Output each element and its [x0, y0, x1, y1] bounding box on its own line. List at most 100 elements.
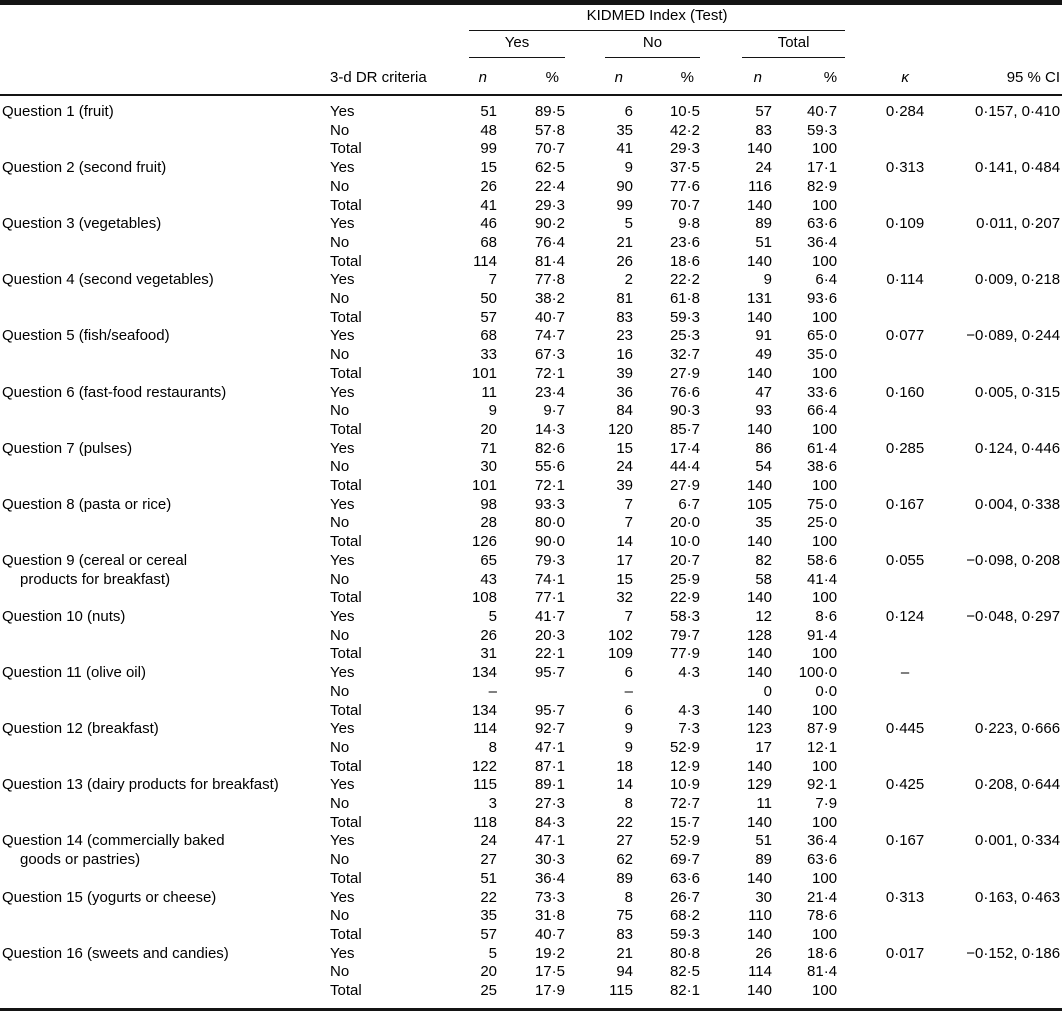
percent-cell: 63·6	[669, 869, 700, 887]
percent-cell: 100	[812, 925, 838, 943]
ci-cell	[945, 290, 1062, 309]
kappa-cell	[845, 795, 945, 814]
question-label-line: Question 16 (sweets and candies)	[2, 944, 229, 962]
percent-cell: 100	[812, 477, 838, 495]
percent-cell: 58·6	[807, 551, 838, 569]
n-cell: 51	[480, 103, 497, 120]
kappa-cell: 0·425	[885, 776, 925, 794]
n-cell: 140	[746, 701, 772, 719]
question-label: Question 10 (nuts)	[0, 608, 330, 664]
percent-cell: 76·4	[534, 233, 565, 251]
percent-cell: 17·1	[807, 159, 838, 177]
criteria-cell: No	[330, 570, 350, 588]
criteria-cell: Total	[330, 420, 362, 438]
n-cell: 89	[755, 215, 772, 233]
n-cell: 39	[616, 477, 633, 495]
kappa-cell: 0·124	[885, 607, 925, 625]
header-spacer	[845, 3, 1062, 32]
ci-cell: 0·004, 0·338	[974, 495, 1061, 513]
criteria-cell: Yes	[330, 944, 355, 962]
n-cell: 47	[755, 383, 772, 401]
n-cell: 94	[616, 963, 633, 981]
n-cell: 5	[624, 215, 633, 233]
criteria-cell: No	[330, 682, 350, 700]
criteria-cell: No	[330, 402, 350, 420]
n-cell: 140	[746, 757, 772, 775]
n-cell: 54	[755, 458, 772, 476]
percent-cell: 12·1	[807, 738, 838, 756]
n-cell: 110	[748, 907, 772, 925]
percent-column-header-yes: %	[499, 58, 567, 96]
percent-cell: 59·3	[669, 308, 700, 326]
criteria-cell: Yes	[330, 776, 355, 794]
percent-cell: 90·2	[534, 215, 565, 233]
n-cell: 6	[624, 664, 633, 682]
n-cell: 2	[624, 271, 633, 289]
n-cell: 51	[480, 869, 497, 887]
percent-cell: 87·9	[807, 720, 838, 738]
n-cell: 41	[480, 196, 497, 214]
table-row: No 33 67·3 16 32·7 49 35·0	[0, 346, 1062, 365]
question-label-line: Question 9 (cereal or cereal	[2, 551, 188, 569]
n-cell: 140	[746, 589, 772, 607]
kappa-cell	[845, 702, 945, 721]
percent-cell: 38·6	[807, 458, 838, 476]
ci-cell: −0·089, 0·244	[966, 327, 1061, 345]
percent-cell: 22·2	[669, 271, 700, 289]
n-cell: 82	[755, 551, 772, 569]
n-cell: 21	[616, 233, 633, 251]
n-cell: 115	[609, 982, 633, 1000]
criteria-cell: No	[330, 738, 350, 756]
group-label-no: No	[642, 34, 663, 52]
question-label: Question 2 (second fruit)	[0, 159, 330, 215]
percent-cell: 77·6	[669, 177, 700, 195]
percent-cell: 100	[812, 196, 838, 214]
n-cell: 140	[746, 364, 772, 382]
percent-cell: 80·8	[669, 944, 700, 962]
kappa-cell: 0·445	[885, 720, 925, 738]
ci-cell: 0·011, 0·207	[976, 215, 1061, 233]
ci-cell	[945, 309, 1062, 328]
n-cell: 30	[480, 458, 497, 476]
criteria-cell: No	[330, 963, 350, 981]
percent-cell: 44·4	[669, 458, 700, 476]
ci-cell	[945, 795, 1062, 814]
percent-cell	[635, 683, 702, 702]
table-row: No 8 47·1 9 52·9 17 12·1	[0, 739, 1062, 758]
n-cell: 123	[746, 720, 772, 738]
percent-cell: 41·4	[807, 570, 838, 588]
table-row: Question 6 (fast-food restaurants) Yes 11 2…	[0, 384, 1062, 403]
percent-cell: 12·9	[669, 757, 700, 775]
criteria-cell: Yes	[330, 495, 355, 513]
ci-cell: 0·005, 0·315	[974, 383, 1061, 401]
group-label-yes: Yes	[504, 34, 530, 52]
kappa-cell	[845, 197, 945, 216]
percent-cell: 23·4	[534, 383, 565, 401]
table-row: Total 126 90·0 14 10·0 140 100	[0, 533, 1062, 552]
criteria-cell: Yes	[330, 664, 355, 682]
kappa-cell	[845, 309, 945, 328]
percent-cell: 59·3	[669, 925, 700, 943]
n-cell: 51	[755, 233, 772, 251]
percent-cell: 82·1	[669, 982, 700, 1000]
question-label-line: Question 8 (pasta or rice)	[2, 495, 172, 513]
group-label-total: Total	[777, 34, 810, 52]
n-cell: 116	[748, 177, 772, 195]
percent-cell: 69·7	[669, 851, 700, 869]
n-cell: 101	[471, 364, 497, 382]
ci-cell: −0·152, 0·186	[966, 944, 1061, 962]
criteria-cell: Total	[330, 869, 362, 887]
percent-cell: 55·6	[534, 458, 565, 476]
kappa-cell	[845, 851, 945, 870]
ci-cell	[945, 963, 1062, 982]
question-label-line: Question 15 (yogurts or cheese)	[2, 888, 217, 906]
table-row: Question 5 (fish/seafood) Yes 68 74·7 23 25·3…	[0, 327, 1062, 346]
n-cell: 140	[746, 252, 772, 270]
criteria-cell: Total	[330, 364, 362, 382]
criteria-cell: No	[330, 514, 350, 532]
percent-cell: 81·4	[807, 963, 838, 981]
n-cell: 140	[746, 925, 772, 943]
question-label: Question 16 (sweets and candies)	[0, 945, 330, 1010]
table-row: No 9 9·7 84 90·3 93 66·4	[0, 402, 1062, 421]
ci-cell	[945, 533, 1062, 552]
